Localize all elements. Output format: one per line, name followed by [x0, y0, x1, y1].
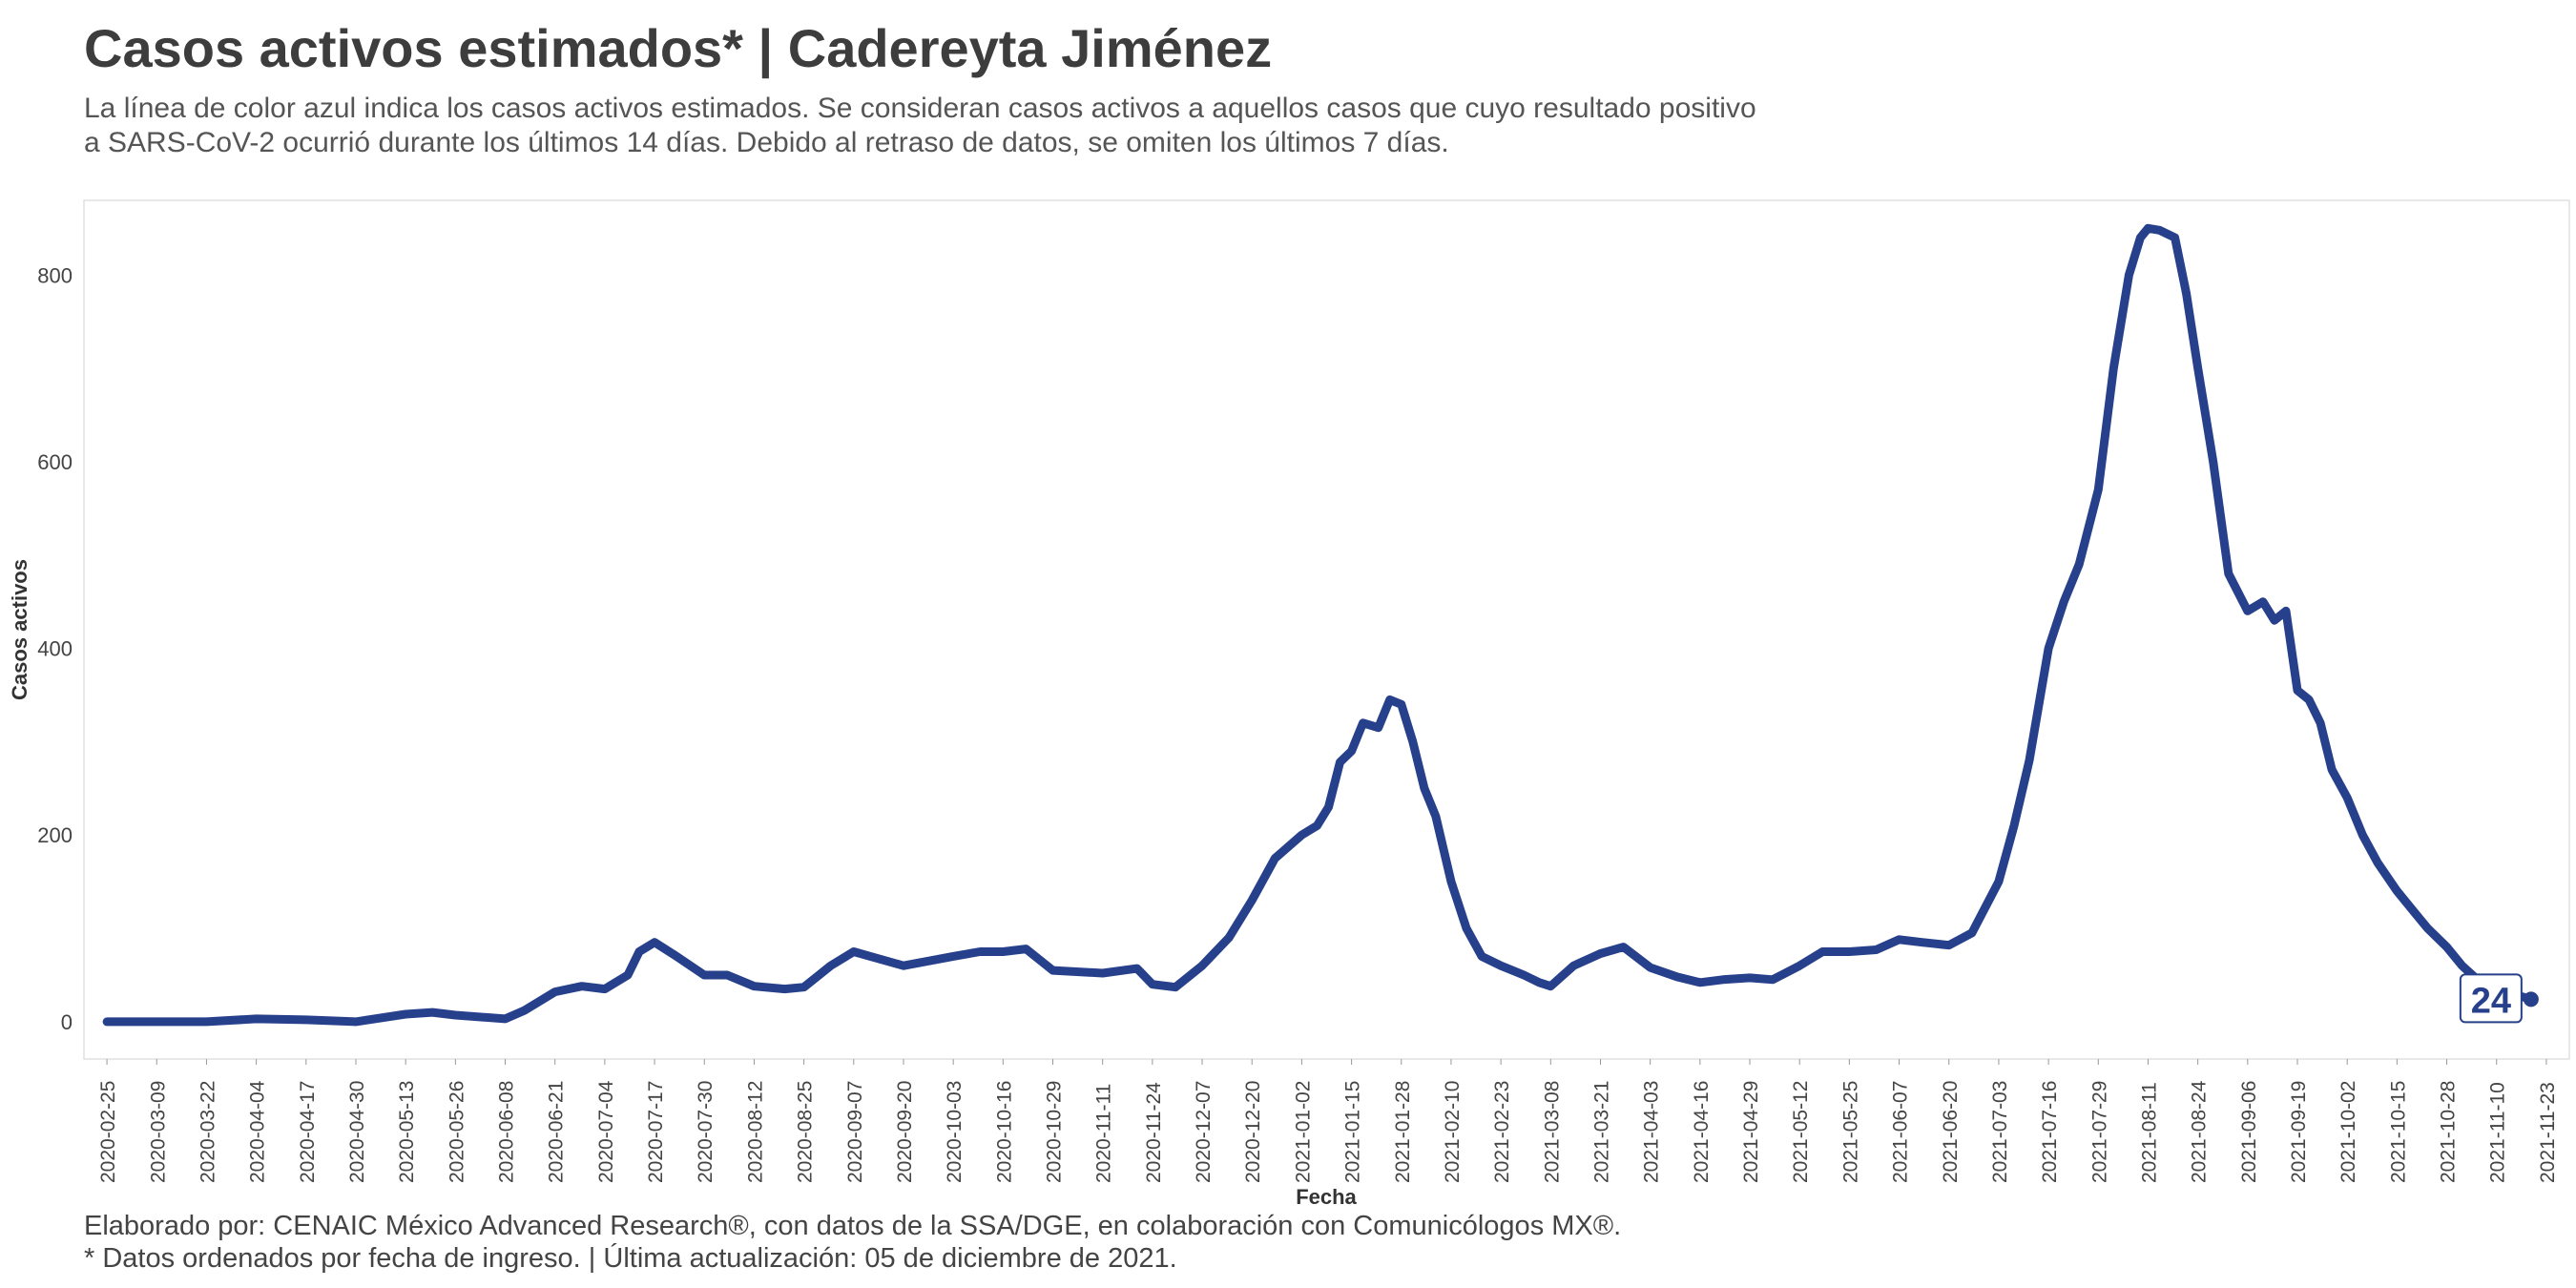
subtitle-line-2: a SARS-CoV-2 ocurrió durante los últimos… [84, 127, 1449, 158]
x-tick-label: 2020-05-13 [396, 1081, 418, 1183]
x-tick-label: 2020-07-30 [695, 1081, 717, 1183]
x-tick-label: 2021-05-12 [1790, 1081, 1812, 1183]
x-tick-label: 2021-01-02 [1292, 1081, 1314, 1183]
x-tick-label: 2021-06-20 [1940, 1081, 1962, 1183]
x-tick-label: 2021-07-03 [1989, 1081, 2011, 1183]
x-tick-label: 2021-02-10 [1442, 1081, 1464, 1183]
x-tick-label: 2020-10-29 [1044, 1081, 1066, 1183]
y-tick-label: 200 [37, 823, 73, 847]
x-tick-label: 2020-04-30 [346, 1081, 368, 1183]
y-tick-label: 600 [37, 450, 73, 474]
x-tick-label: 2021-03-08 [1541, 1081, 1563, 1183]
x-tick-label: 2020-10-03 [944, 1081, 966, 1183]
x-tick-label: 2021-05-25 [1839, 1081, 1861, 1183]
caption-line-1: Elaborado por: CENAIC México Advanced Re… [84, 1211, 1622, 1241]
x-tick-label: 2020-07-04 [595, 1080, 617, 1183]
x-tick-label: 2021-11-23 [2537, 1082, 2559, 1183]
x-tick-label: 2021-10-15 [2387, 1081, 2409, 1183]
y-axis: 0 200 400 600 800 [37, 263, 73, 1034]
last-value-box [2459, 973, 2523, 1024]
x-tick-label: 2021-09-19 [2288, 1081, 2310, 1183]
x-tick-label: 2020-03-09 [147, 1081, 169, 1183]
y-tick-label: 800 [37, 263, 73, 287]
x-tick-label: 2020-04-04 [247, 1080, 269, 1183]
page-title: Casos activos estimados* | Cadereyta Jim… [84, 18, 1273, 78]
x-tick-label: 2020-05-26 [446, 1081, 467, 1183]
last-value-label: 24 [2471, 981, 2511, 1021]
caption: Elaborado por: CENAIC México Advanced Re… [84, 1210, 1621, 1275]
x-tick-label: 2020-11-24 [1143, 1082, 1165, 1183]
y-tick-label: 0 [61, 1010, 73, 1034]
x-tick-label: 2020-07-17 [645, 1081, 667, 1183]
x-tick-label: 2021-09-06 [2238, 1081, 2260, 1183]
x-tick-label: 2021-06-07 [1890, 1081, 1912, 1183]
subtitle: La línea de color azul indica los casos … [84, 92, 1897, 160]
x-tick-label: 2021-11-10 [2487, 1082, 2509, 1183]
x-axis-label: Fecha [1296, 1185, 1357, 1209]
x-tick-label: 2020-09-20 [894, 1081, 916, 1183]
plot-panel [83, 199, 2570, 1060]
x-tick-label: 2021-03-21 [1590, 1081, 1612, 1183]
x-tick-label: 2021-01-15 [1342, 1081, 1364, 1183]
subtitle-line-1: La línea de color azul indica los casos … [84, 93, 1756, 124]
x-tick-label: 2021-01-28 [1392, 1081, 1414, 1183]
x-tick-label: 2021-02-23 [1491, 1081, 1513, 1183]
x-tick-label: 2021-08-11 [2138, 1082, 2160, 1183]
x-tick-label: 2020-11-11 [1093, 1084, 1115, 1183]
x-tick-label: 2020-02-25 [97, 1081, 119, 1183]
last-point-dot [2523, 991, 2539, 1008]
x-tick-label: 2021-10-02 [2337, 1081, 2359, 1183]
x-tick-label: 2020-12-20 [1242, 1081, 1264, 1183]
x-tick-label: 2020-10-16 [993, 1081, 1015, 1183]
x-tick-label: 2021-07-16 [2039, 1081, 2061, 1183]
x-tick-label: 2021-04-16 [1691, 1081, 1713, 1183]
x-tick-label: 2020-12-07 [1193, 1081, 1215, 1183]
y-tick-label: 400 [37, 637, 73, 661]
x-tick-label: 2020-06-21 [546, 1081, 568, 1183]
x-tick-label: 2020-08-12 [744, 1081, 766, 1183]
x-tick-label: 2020-09-07 [844, 1081, 866, 1183]
x-tick-label: 2021-08-24 [2189, 1080, 2211, 1183]
caption-line-2: * Datos ordenados por fecha de ingreso. … [84, 1243, 1177, 1274]
x-tick-label: 2020-06-08 [496, 1081, 518, 1183]
x-tick-label: 2021-07-29 [2088, 1081, 2110, 1183]
series-line [102, 223, 2536, 1027]
x-tick-label: 2021-04-03 [1641, 1081, 1663, 1183]
last-value-marker: 24 [2459, 973, 2539, 1024]
x-tick-label: 2021-04-29 [1740, 1081, 1762, 1183]
y-axis-label: Casos activos [8, 559, 31, 700]
x-axis: 2020-02-25 2020-03-09 2020-03-22 2020-04-04… [97, 1059, 2559, 1183]
x-tick-label: 2020-03-22 [197, 1081, 218, 1183]
x-tick-label: 2021-10-28 [2438, 1081, 2460, 1183]
x-tick-label: 2020-04-17 [297, 1081, 319, 1183]
x-tick-label: 2020-08-25 [795, 1081, 817, 1183]
